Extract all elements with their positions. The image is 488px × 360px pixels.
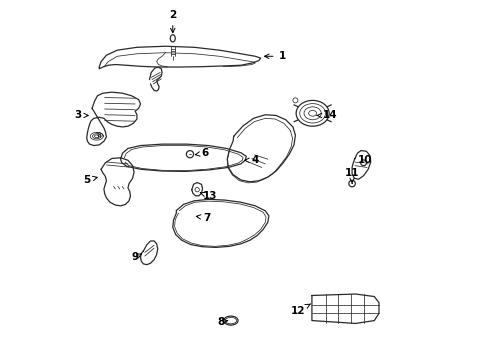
- Text: 1: 1: [264, 51, 285, 61]
- Circle shape: [360, 160, 366, 166]
- Text: 14: 14: [317, 111, 337, 121]
- Circle shape: [348, 180, 355, 187]
- Text: 13: 13: [200, 191, 217, 201]
- Ellipse shape: [170, 35, 175, 42]
- Text: 4: 4: [244, 155, 259, 165]
- Text: 6: 6: [195, 148, 208, 158]
- Text: 2: 2: [169, 10, 176, 33]
- Ellipse shape: [223, 316, 238, 325]
- Text: 12: 12: [290, 304, 310, 316]
- Text: 9: 9: [131, 252, 142, 262]
- Text: 5: 5: [83, 175, 97, 185]
- Text: 3: 3: [74, 111, 88, 121]
- Text: 7: 7: [196, 213, 210, 222]
- Text: 10: 10: [357, 155, 371, 165]
- Text: 8: 8: [217, 317, 227, 327]
- Text: 11: 11: [344, 168, 359, 183]
